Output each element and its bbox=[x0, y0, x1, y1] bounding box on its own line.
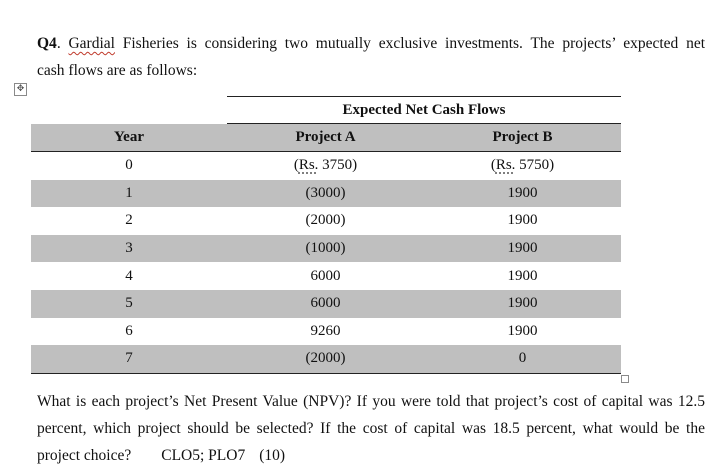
table-row: 5 6000 1900 bbox=[31, 289, 621, 318]
project-b-cell: (Rs. 5750) bbox=[490, 157, 555, 174]
year-cell: 1 bbox=[31, 179, 227, 208]
year-cell: 2 bbox=[125, 212, 133, 229]
question-intro-text: Fisheries is considering two mutually ex… bbox=[114, 35, 706, 52]
question-intro: Q4. Gardial Fisheries is considering two… bbox=[37, 30, 705, 84]
year-cell: 7 bbox=[31, 345, 227, 374]
question-body: What is each project’s Net Present Value… bbox=[37, 388, 705, 469]
table-row: 0 (Rs. 3750) (Rs. 5750) bbox=[31, 152, 621, 180]
cash-flow-table: Expected Net Cash Flows Year Project A P… bbox=[31, 96, 621, 374]
project-b-cell: 1900 bbox=[424, 234, 621, 263]
question-body-line-1: What is each project’s Net Present Value… bbox=[37, 393, 705, 410]
table-row: 6 9260 1900 bbox=[31, 318, 621, 346]
project-a-cell: 6000 bbox=[310, 267, 341, 284]
currency-prefix: Rs. bbox=[495, 157, 516, 174]
year-cell: 5 bbox=[31, 289, 227, 318]
table-resize-handle[interactable] bbox=[621, 375, 629, 383]
year-cell: 6 bbox=[125, 322, 133, 339]
column-header-project-b: Project B bbox=[424, 123, 621, 152]
clo-plo-tag: CLO5; PLO7 bbox=[161, 447, 246, 464]
project-a-cell: (2000) bbox=[227, 345, 424, 374]
table-group-header-row: Expected Net Cash Flows bbox=[31, 96, 621, 124]
question-body-line-2: percent, which project should be selecte… bbox=[37, 420, 705, 437]
question-intro-line-2: cash flows are as follows: bbox=[37, 62, 198, 79]
project-a-cell: 6000 bbox=[227, 289, 424, 318]
year-cell: 3 bbox=[31, 234, 227, 263]
project-b-cell: 1900 bbox=[507, 322, 538, 339]
project-b-cell: 0 bbox=[424, 345, 621, 374]
marks-label: (10) bbox=[259, 447, 286, 464]
question-number: Q4 bbox=[37, 35, 57, 52]
project-a-cell: (Rs. 3750) bbox=[293, 157, 358, 174]
project-b-cell: 1900 bbox=[424, 179, 621, 208]
table-row: 2 (2000) 1900 bbox=[31, 207, 621, 235]
question-body-line-3: project choice? CLO5; PLO7 (10) bbox=[37, 447, 286, 464]
currency-prefix: Rs. bbox=[298, 157, 319, 174]
table-row: 3 (1000) 1900 bbox=[31, 234, 621, 263]
move-arrows-icon[interactable]: ✥ bbox=[14, 83, 27, 96]
table-row: 1 (3000) 1900 bbox=[31, 179, 621, 208]
table-column-header-row: Year Project A Project B bbox=[31, 123, 621, 152]
column-header-year: Year bbox=[31, 123, 227, 152]
question-intro-line-1: Q4. Gardial Fisheries is considering two… bbox=[37, 35, 706, 52]
table-row: 4 6000 1900 bbox=[31, 262, 621, 290]
year-cell: 4 bbox=[125, 267, 133, 284]
project-a-cell: 9260 bbox=[310, 322, 341, 339]
table-row: 7 (2000) 0 bbox=[31, 345, 621, 374]
project-a-cell: (3000) bbox=[227, 179, 424, 208]
year-cell: 0 bbox=[125, 157, 133, 174]
column-header-project-a: Project A bbox=[227, 123, 424, 152]
project-a-cell: (2000) bbox=[305, 212, 346, 229]
company-name: Gardial bbox=[68, 35, 115, 52]
table-group-header: Expected Net Cash Flows bbox=[227, 96, 621, 124]
project-a-cell: (1000) bbox=[227, 234, 424, 263]
project-b-cell: 1900 bbox=[507, 267, 538, 284]
project-b-cell: 1900 bbox=[507, 212, 538, 229]
project-b-cell: 1900 bbox=[424, 289, 621, 318]
table-blank-header bbox=[31, 97, 227, 124]
